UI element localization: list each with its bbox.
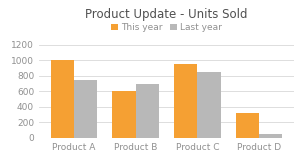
Bar — [174, 64, 197, 138]
Bar — [236, 113, 259, 138]
Bar — [112, 91, 136, 138]
Bar — [136, 84, 159, 138]
Bar — [259, 134, 282, 138]
Bar — [74, 80, 98, 138]
Bar — [197, 72, 221, 138]
Bar — [51, 60, 74, 138]
Title: Product Update - Units Sold: Product Update - Units Sold — [85, 8, 248, 20]
Legend: This year, Last year: This year, Last year — [108, 19, 225, 35]
